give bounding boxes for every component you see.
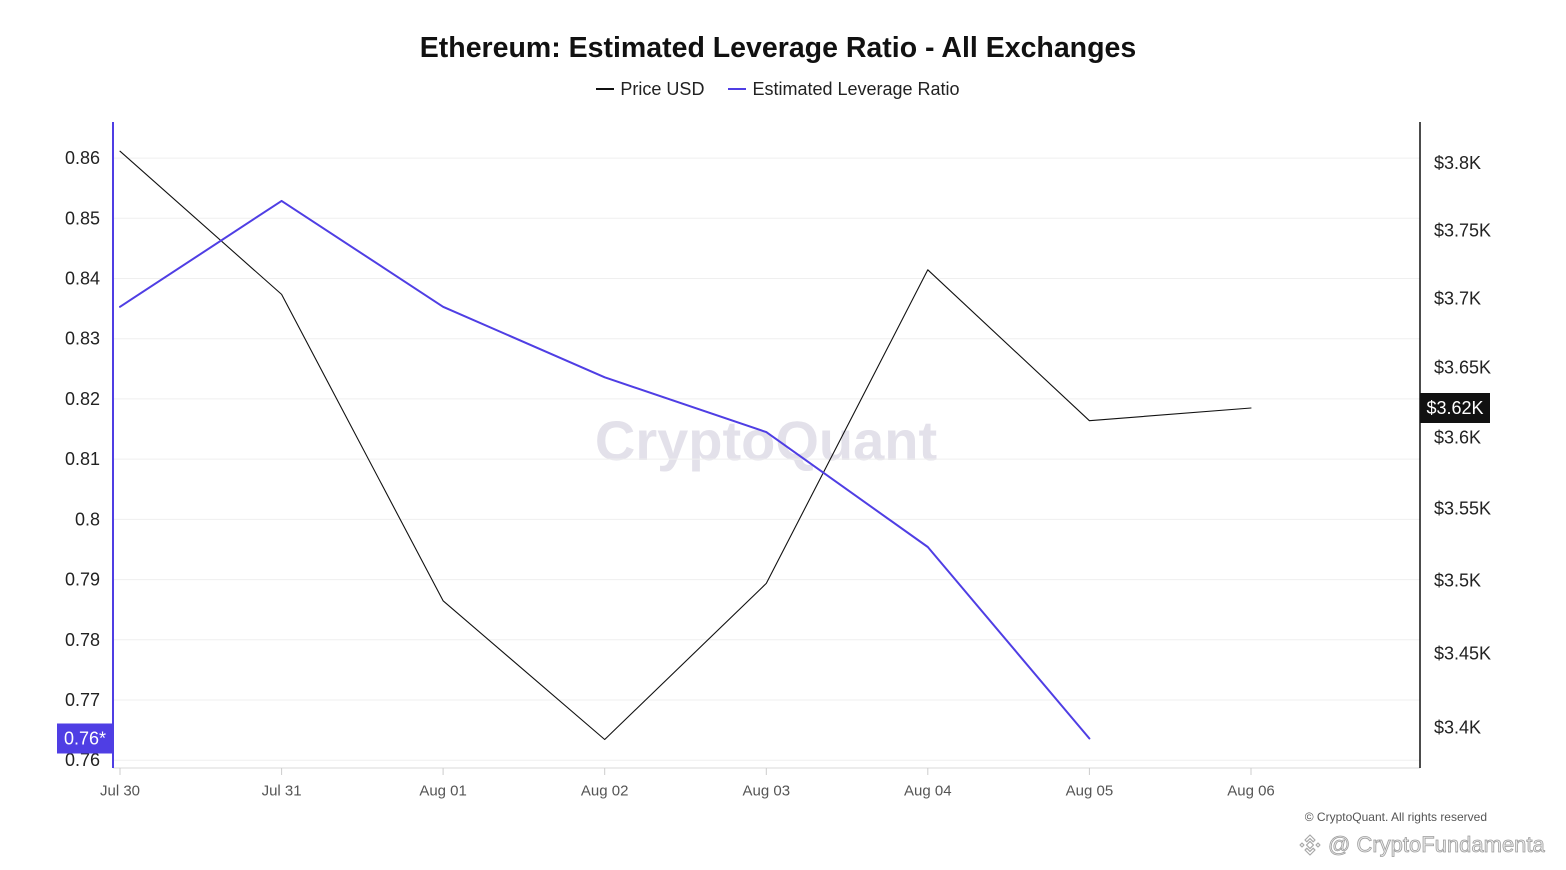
x-tick-label: Aug 03 xyxy=(743,783,791,800)
x-tick-label: Aug 02 xyxy=(581,783,629,800)
y-right-axis-labels: $3.8K $3.75K $3.7K $3.65K $3.6K $3.55K $3.5K $3… xyxy=(1434,153,1491,737)
legend-swatch-estimated-leverage-ratio xyxy=(728,88,747,90)
price-usd-point[interactable] xyxy=(115,146,125,156)
y-right-tick-label: $3.4K xyxy=(1434,718,1481,738)
copyright-notice: © CryptoQuant. All rights reserved xyxy=(1304,810,1487,824)
estimated-leverage-ratio-point[interactable] xyxy=(438,302,448,312)
price-usd-point[interactable] xyxy=(438,596,448,606)
cryptoquant-watermark: CryptoQuant xyxy=(594,409,938,472)
y-right-tick-label: $3.6K xyxy=(1434,428,1481,448)
chart-legend: Price USD Estimated Leverage Ratio xyxy=(0,77,1556,101)
y-right-tick-label: $3.5K xyxy=(1434,571,1481,591)
y-left-tick-label: 0.78 xyxy=(65,630,100,650)
x-tick-label: Jul 31 xyxy=(262,783,302,800)
estimated-leverage-ratio-point[interactable] xyxy=(277,196,287,206)
estimated-leverage-ratio-point[interactable] xyxy=(1084,734,1094,744)
y-left-tick-label: 0.81 xyxy=(65,449,100,469)
y-right-tick-label: $3.75K xyxy=(1434,220,1491,240)
x-tick-label: Aug 06 xyxy=(1227,783,1275,800)
y-left-tick-label: 0.79 xyxy=(65,570,100,590)
y-left-tick-label: 0.85 xyxy=(65,208,100,228)
price-usd-point[interactable] xyxy=(1084,416,1094,426)
leverage-last-value-badge: 0.76* xyxy=(57,723,113,754)
y-right-tick-label: $3.45K xyxy=(1434,644,1491,664)
legend-swatch-price-usd xyxy=(596,88,615,90)
y-left-tick-label: 0.86 xyxy=(65,148,100,168)
price-last-value-badge: $3.62K xyxy=(1420,393,1490,423)
x-tick-label: Aug 04 xyxy=(904,783,952,800)
y-right-tick-label: $3.65K xyxy=(1434,358,1491,378)
chart-title: Ethereum: Estimated Leverage Ratio - All… xyxy=(419,32,1137,64)
y-left-tick-label: 0.82 xyxy=(65,389,100,409)
y-left-tick-label: 0.76 xyxy=(65,750,100,770)
badge-background xyxy=(57,723,113,754)
y-right-tick-label: $3.8K xyxy=(1434,153,1481,173)
price-usd-point[interactable] xyxy=(761,578,771,588)
estimated-leverage-ratio-point[interactable] xyxy=(600,372,610,382)
estimated-leverage-ratio-point[interactable] xyxy=(923,542,933,552)
last-value-label: $3.62K xyxy=(1426,398,1483,418)
x-tick-label: Aug 05 xyxy=(1066,783,1114,800)
price-usd-line xyxy=(119,150,1252,741)
y-right-tick-label: $3.7K xyxy=(1434,289,1481,309)
x-tick-label: Jul 30 xyxy=(100,783,140,800)
price-usd-point[interactable] xyxy=(1246,403,1256,413)
price-usd-series xyxy=(115,146,1256,745)
estimated-leverage-ratio-line xyxy=(119,199,1091,740)
y-left-axis-labels: 0.86 0.85 0.84 0.83 0.82 0.81 0.8 0.79 0.78 0.77 0… xyxy=(65,148,100,770)
x-tick-label: Aug 01 xyxy=(419,783,467,800)
badge-background xyxy=(1420,393,1490,423)
legend-item-price-usd[interactable]: Price USD xyxy=(596,77,704,101)
legend-label-price-usd: Price USD xyxy=(620,79,705,99)
last-value-label: 0.76* xyxy=(64,729,106,749)
estimated-leverage-ratio-point[interactable] xyxy=(761,427,771,437)
creator-watermark: @ CryptoFundamenta xyxy=(1298,831,1545,859)
price-usd-point[interactable] xyxy=(277,289,287,299)
binance-logo-glyph xyxy=(1299,834,1321,856)
y-left-tick-label: 0.8 xyxy=(75,509,100,529)
estimated-leverage-ratio-series xyxy=(115,196,1094,744)
y-left-tick-label: 0.84 xyxy=(65,269,100,289)
x-axis: Jul 30 Jul 31 Aug 01 Aug 02 Aug 03 Aug 04 Aug … xyxy=(100,767,1420,800)
price-usd-point[interactable] xyxy=(923,265,933,275)
legend-label-estimated-leverage-ratio: Estimated Leverage Ratio xyxy=(752,79,960,99)
binance-logo-icon xyxy=(1298,833,1322,857)
gridlines xyxy=(113,157,1420,761)
creator-handle: @ CryptoFundamenta xyxy=(1328,832,1546,858)
y-left-tick-label: 0.83 xyxy=(65,329,100,349)
y-right-tick-label: $3.55K xyxy=(1434,499,1491,519)
y-left-tick-label: 0.77 xyxy=(65,690,100,710)
price-usd-point[interactable] xyxy=(600,735,610,745)
legend-item-estimated-leverage-ratio[interactable]: Estimated Leverage Ratio xyxy=(728,77,960,101)
estimated-leverage-ratio-point[interactable] xyxy=(115,302,125,312)
